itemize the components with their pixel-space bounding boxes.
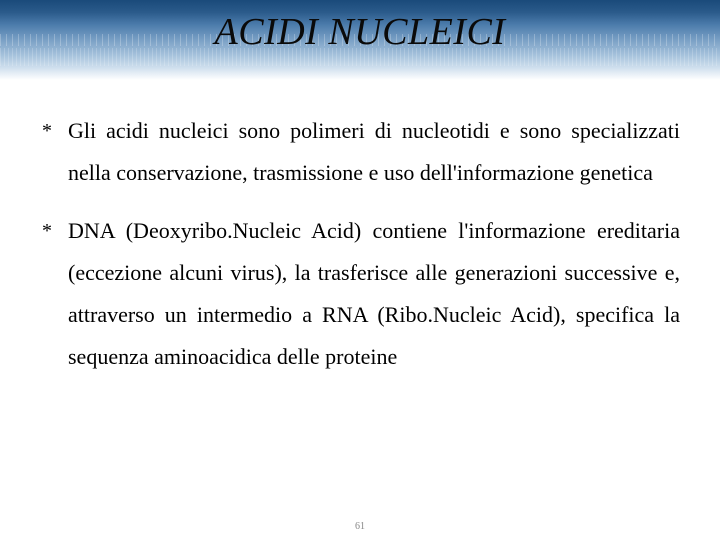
- bullet-item: * DNA (Deoxyribo.Nucleic Acid) contiene …: [40, 210, 680, 378]
- bullet-text: DNA (Deoxyribo.Nucleic Acid) contiene l'…: [68, 210, 680, 378]
- bullet-marker-icon: *: [40, 110, 68, 152]
- slide-body: * Gli acidi nucleici sono polimeri di nu…: [40, 110, 680, 394]
- bullet-item: * Gli acidi nucleici sono polimeri di nu…: [40, 110, 680, 194]
- page-number: 61: [0, 521, 720, 532]
- bullet-text: Gli acidi nucleici sono polimeri di nucl…: [68, 110, 680, 194]
- slide-title: ACIDI NUCLEICI: [0, 10, 720, 54]
- bullet-marker-icon: *: [40, 210, 68, 252]
